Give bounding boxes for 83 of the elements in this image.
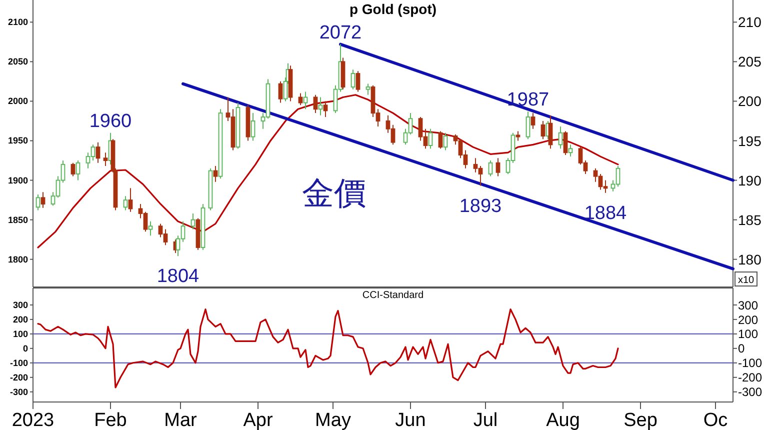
candlestick bbox=[496, 158, 500, 177]
annotation: 1804 bbox=[156, 266, 200, 288]
candlestick bbox=[213, 166, 218, 182]
candlestick bbox=[530, 112, 536, 130]
y2-tick-label: 195 bbox=[738, 132, 762, 149]
annotation: 1960 bbox=[89, 110, 132, 132]
y-tick-label: 1950 bbox=[8, 136, 28, 146]
y-tick-label: 300 bbox=[12, 300, 28, 310]
y-tick-label: 100 bbox=[12, 328, 28, 339]
y2-tick-label: 200 bbox=[738, 312, 758, 327]
x-tick-label: Sep bbox=[624, 410, 658, 430]
candlestick bbox=[366, 83, 370, 96]
y-tick-label: 2050 bbox=[8, 56, 28, 67]
candlestick bbox=[148, 220, 153, 236]
candlestick bbox=[70, 162, 76, 177]
y2-tick-label: -100 bbox=[738, 356, 762, 370]
chart-title: p Gold (spot) bbox=[349, 1, 437, 17]
candlestick bbox=[123, 196, 128, 211]
x-tick-label: Oc bbox=[703, 410, 728, 430]
annotation: 1884 bbox=[584, 202, 628, 224]
candlestick bbox=[278, 80, 283, 104]
candlestick bbox=[96, 142, 100, 164]
y-tick-label: -100 bbox=[10, 358, 28, 368]
y2-tick-label: 210 bbox=[738, 14, 762, 30]
candlestick bbox=[350, 69, 356, 90]
y-tick-label: 1800 bbox=[8, 254, 28, 264]
y2-axis-title: x10 bbox=[738, 275, 754, 286]
candlestick bbox=[40, 192, 46, 208]
y2-tick-label: 180 bbox=[738, 251, 762, 268]
candlestick bbox=[318, 96, 323, 116]
y-tick-label: 1850 bbox=[8, 214, 28, 225]
line-series bbox=[37, 308, 619, 388]
y2-tick-label: -300 bbox=[738, 385, 762, 400]
candlestick bbox=[443, 132, 448, 151]
candlestick bbox=[36, 194, 40, 211]
candlestick bbox=[190, 212, 196, 230]
y-tick-label: 200 bbox=[12, 314, 28, 324]
candlestick bbox=[128, 188, 133, 212]
x-tick-label: Aug bbox=[546, 410, 580, 430]
candlestick bbox=[563, 130, 568, 156]
y2-tick-label: 0 bbox=[738, 342, 745, 356]
candlestick bbox=[356, 70, 360, 92]
annotation: 1893 bbox=[459, 196, 502, 217]
candlestick bbox=[438, 130, 443, 150]
y2-tick-label: 190 bbox=[738, 172, 762, 188]
x-tick-label: Feb bbox=[94, 410, 127, 430]
chart-title: CCI-Standard bbox=[362, 290, 424, 301]
annotation: 1987 bbox=[506, 89, 550, 110]
y2-tick-label: 300 bbox=[738, 298, 758, 312]
annotation: 金價 bbox=[302, 174, 366, 212]
candlestick bbox=[303, 91, 308, 110]
candlestick bbox=[488, 160, 493, 177]
x-tick-label: Mar bbox=[164, 410, 198, 430]
x-tick-label: 2023 bbox=[12, 410, 54, 430]
x-tick-label: May bbox=[315, 410, 352, 430]
candlestick bbox=[540, 120, 546, 140]
y-tick-label: -200 bbox=[10, 372, 28, 382]
candlestick bbox=[103, 152, 108, 167]
candlestick bbox=[298, 92, 303, 106]
y2-tick-label: 185 bbox=[738, 212, 762, 228]
candlestick bbox=[250, 112, 256, 142]
candlestick bbox=[548, 114, 553, 150]
x-tick-label: Jun bbox=[395, 410, 426, 430]
candlestick bbox=[323, 100, 328, 118]
candlestick bbox=[526, 110, 530, 140]
y2-tick-label: 100 bbox=[738, 327, 758, 342]
y-tick-label: 2100 bbox=[8, 17, 28, 28]
x-tick-label: Apr bbox=[243, 410, 274, 430]
y-tick-label: 1900 bbox=[8, 175, 28, 186]
y-tick-label: -300 bbox=[10, 386, 28, 397]
y2-tick-label: 205 bbox=[738, 54, 762, 70]
y2-tick-label: 200 bbox=[738, 93, 762, 110]
candlestick bbox=[76, 160, 80, 181]
x-tick-label: Jul bbox=[473, 410, 498, 430]
candlestick bbox=[516, 130, 520, 142]
candlestick bbox=[313, 94, 318, 114]
y2-tick-label: -200 bbox=[738, 370, 762, 385]
candlestick bbox=[568, 144, 573, 158]
y-tick-label: 2000 bbox=[8, 96, 28, 106]
candlestick bbox=[558, 126, 563, 150]
y-tick-label: 0 bbox=[22, 343, 28, 354]
annotation: 2072 bbox=[319, 22, 362, 44]
candlestick bbox=[428, 128, 433, 150]
